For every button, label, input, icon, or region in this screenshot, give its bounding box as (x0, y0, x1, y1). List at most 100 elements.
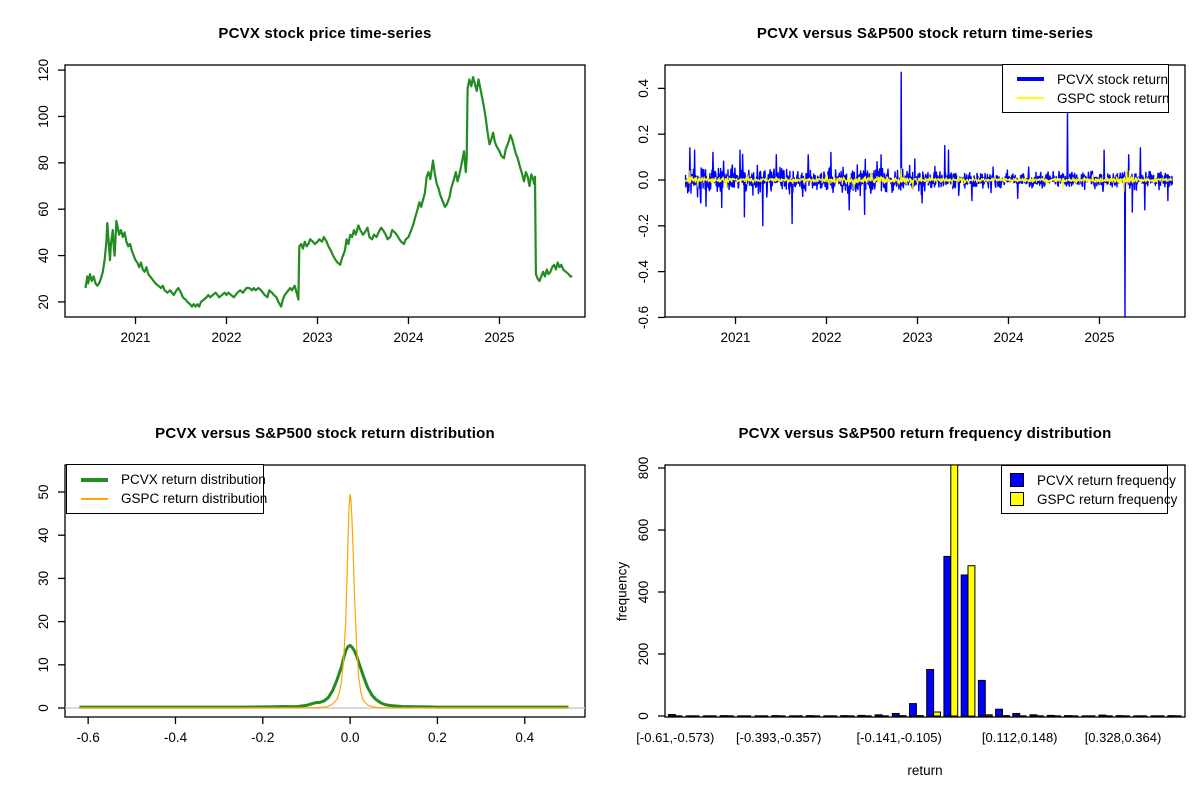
legend-label: PCVX stock return (1057, 71, 1169, 87)
chart-title-price: PCVX stock price time-series (218, 25, 432, 42)
x-tick-label: 0.2 (428, 730, 447, 745)
line-swatch-blue (1017, 77, 1044, 81)
legend-item: GSPC stock return (1009, 91, 1170, 106)
y-tick-label: 400 (636, 581, 651, 604)
y-tick-label: 800 (636, 457, 651, 480)
x-tick-label: 2025 (1084, 330, 1114, 345)
plot-box (664, 64, 1186, 318)
plot-box (64, 464, 586, 718)
legend-item: PCVX stock return (1009, 72, 1168, 87)
chart-title-distribution: PCVX versus S&P500 stock return distribu… (155, 425, 495, 442)
bar-pcvx-bin22 (1046, 714, 1055, 717)
chart-title-returns: PCVX versus S&P500 stock return time-ser… (756, 25, 1094, 42)
y-axis-title-frequency: frequency (614, 561, 630, 622)
y-tick-label: 0.4 (636, 78, 651, 97)
x-tick-label: -0.2 (251, 730, 274, 745)
x-tick-label: 2022 (211, 330, 241, 345)
return-line-gspc (684, 167, 1173, 193)
y-tick-label: 50 (36, 484, 51, 499)
bar-gspc-bin16 (950, 464, 959, 717)
legend-label: GSPC return frequency (1037, 491, 1178, 507)
y-tick-label: 20 (36, 614, 51, 629)
y-tick-label: 0.0 (636, 171, 651, 190)
y-tick-label: 40 (36, 528, 51, 543)
bar-pcvx-bin12 (874, 714, 883, 717)
density-line-gspc (79, 493, 569, 709)
return-line-pcvx (684, 71, 1173, 317)
y-tick-label: 0 (636, 712, 651, 720)
y-tick-label: 80 (36, 155, 51, 170)
bar-gspc-bin17 (967, 565, 976, 717)
x-tick-label: -0.4 (164, 730, 188, 745)
x-tick-label: 2024 (393, 330, 424, 345)
bar-pcvx-bin13 (891, 713, 900, 717)
panel-price-time-series: 20 40 60 80 100 120 2021 2022 2023 2024 2025 PCVX … (0, 0, 600, 400)
y-tick-label: 600 (636, 519, 651, 542)
x-tick-label: 0.4 (515, 730, 534, 745)
legend-return-frequency: PCVX return frequency GSPC return freque… (1001, 465, 1177, 514)
bar-pcvx-bin14 (909, 703, 917, 717)
x-axis-title-return: return (907, 763, 943, 778)
bin-range-label: [0.112,0.148) (982, 730, 1058, 745)
return-distribution-plot: 0 10 20 30 40 50 -0.6 -0.4 -0.2 0.0 0.2 0.4 (36, 464, 586, 745)
y-tick-label: 40 (36, 248, 51, 263)
legend-item: GSPC return frequency (1008, 492, 1177, 507)
bin-range-label: [-0.393,-0.357) (736, 730, 821, 745)
line-swatch-yellow (1017, 97, 1044, 99)
panel-return-frequency: 0 200 400 600 800 [-0.61,-0.573) [-0.393,-0.35… (600, 400, 1200, 800)
legend-item: PCVX return distribution (73, 472, 266, 487)
legend-label: PCVX return frequency (1037, 472, 1176, 488)
y-tick-label: -0.2 (636, 214, 651, 237)
legend-label: GSPC stock return (1057, 90, 1170, 106)
bar-pcvx-bin0 (667, 714, 676, 717)
y-tick-label: -0.6 (636, 306, 651, 329)
square-swatch-blue (1010, 473, 1024, 487)
y-tick-label: -0.4 (636, 260, 651, 284)
square-swatch-yellow (1010, 492, 1024, 506)
x-tick-label: 2024 (993, 330, 1024, 345)
line-swatch-orange (81, 497, 108, 500)
bin-range-label: [-0.61,-0.573) (636, 730, 714, 745)
panel-return-time-series: 0.4 0.2 0.0 -0.2 -0.4 -0.6 2021 2022 2023 2024 202… (600, 0, 1200, 400)
return-time-series-plot: 0.4 0.2 0.0 -0.2 -0.4 -0.6 2021 2022 2023 2024 202… (636, 64, 1186, 345)
legend-label: PCVX return distribution (121, 472, 266, 487)
x-tick-label: -0.6 (77, 730, 100, 745)
plot-box (64, 64, 586, 318)
plot-box (664, 464, 1186, 718)
x-tick-label: 2021 (120, 330, 150, 345)
y-tick-label: 60 (36, 202, 51, 217)
legend-return-distribution: PCVX return distribution GSPC return dis… (66, 464, 267, 514)
bar-pcvx-bin25 (1098, 714, 1107, 717)
bar-pcvx-bin17 (960, 574, 969, 717)
y-tick-label: 0.2 (636, 125, 651, 144)
density-line-pcvx (79, 643, 569, 709)
y-tick-label: 10 (36, 657, 51, 672)
y-tick-label: 100 (36, 105, 51, 128)
x-tick-label: 2022 (811, 330, 841, 345)
return-frequency-plot: 0 200 400 600 800 [-0.61,-0.573) [-0.393,-0.35… (636, 457, 1186, 745)
x-tick-label: 2021 (720, 330, 750, 345)
bar-pcvx-bin21 (1029, 714, 1038, 717)
bar-gspc-bin18 (984, 714, 993, 717)
bar-pcvx-bin15 (926, 669, 935, 717)
bar-pcvx-bin18 (977, 679, 986, 717)
y-tick-label: 0 (36, 704, 51, 712)
legend-label: GSPC return distribution (121, 491, 268, 506)
y-tick-label: 200 (636, 643, 651, 666)
legend-return-time-series: PCVX stock return GSPC stock return (1002, 64, 1170, 113)
bar-pcvx-bin11 (857, 714, 866, 717)
legend-item: PCVX return frequency (1008, 473, 1176, 488)
legend-item: GSPC return distribution (73, 491, 267, 506)
x-tick-label: 0.0 (341, 730, 360, 745)
y-tick-label: 30 (36, 571, 51, 586)
y-tick-label: 20 (36, 294, 51, 309)
price-time-series-plot: 20 40 60 80 100 120 2021 2022 2023 2024 2025 (36, 59, 586, 345)
bar-pcvx-bin19 (995, 708, 1004, 717)
x-tick-label: 2023 (902, 330, 932, 345)
bin-range-label: [0.328,0.364) (1085, 730, 1162, 745)
x-tick-label: 2025 (484, 330, 514, 345)
bar-pcvx-bin16 (943, 555, 952, 717)
x-tick-label: 2023 (302, 330, 332, 345)
chart-title-frequency: PCVX versus S&P500 return frequency dist… (738, 425, 1112, 442)
